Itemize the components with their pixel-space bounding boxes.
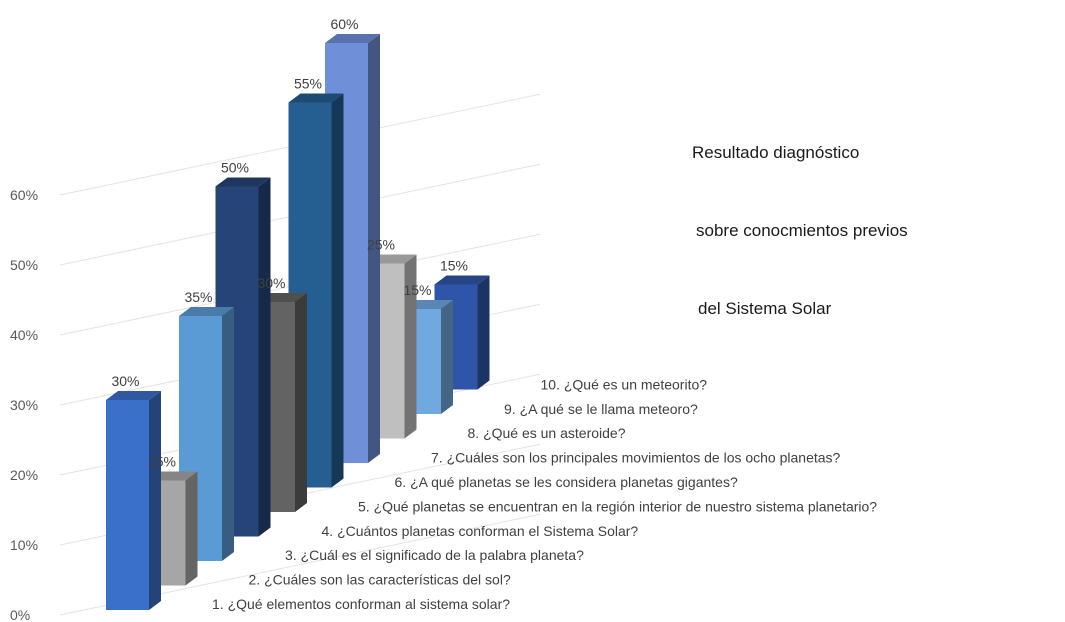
y-tick-label: 50%: [10, 257, 38, 273]
y-axis-ticks: 0% 10% 20% 30% 40% 50% 60%: [10, 187, 38, 622]
y-tick-label: 10%: [10, 537, 38, 553]
y-tick-label: 0%: [10, 607, 30, 622]
category-label: 9. ¿A qué se le llama meteoro?: [504, 401, 698, 417]
value-label: 15%: [148, 454, 176, 470]
bar-side: [404, 254, 417, 439]
bar-front: [106, 400, 149, 610]
value-label: 55%: [294, 76, 322, 92]
value-labels: 30% 15% 35% 50% 30% 55% 60% 25% 15% 15%: [111, 16, 468, 470]
bar-side: [295, 293, 307, 512]
bar: [179, 307, 234, 561]
bar-top: [434, 275, 490, 285]
bar-top: [106, 391, 161, 400]
bar-side: [477, 275, 490, 390]
chart-title-line: sobre conocmientos previos: [696, 221, 908, 240]
category-label: 6. ¿A qué planetas se les considera plan…: [395, 474, 738, 490]
bar-top: [179, 307, 234, 316]
bar-side: [222, 307, 234, 561]
value-label: 30%: [257, 275, 285, 291]
chart-title-line: Resultado diagnóstico: [692, 143, 860, 162]
bar-side: [331, 93, 344, 488]
bar-top: [215, 177, 271, 187]
category-label: 7. ¿Cuáles son los principales movimient…: [431, 450, 841, 466]
y-tick-label: 30%: [10, 397, 38, 413]
category-label: 4. ¿Cuántos planetas conforman el Sistem…: [322, 523, 639, 539]
bar-top: [325, 34, 380, 43]
value-label: 15%: [440, 258, 468, 274]
category-label: 3. ¿Cuál es el significado de la palabra…: [285, 547, 584, 563]
category-labels: 1. ¿Qué elementos conforman al sistema s…: [212, 376, 877, 612]
bar-top: [288, 93, 344, 103]
bar-side: [149, 391, 161, 610]
bar-side: [185, 471, 198, 586]
y-tick-label: 40%: [10, 327, 38, 343]
bar-side: [258, 177, 271, 537]
bars: [106, 34, 490, 610]
chart-title: Resultado diagnóstico sobre conocmientos…: [692, 88, 908, 348]
value-label: 25%: [367, 237, 395, 253]
bar: [106, 391, 161, 610]
category-label: 8. ¿Qué es un asteroide?: [468, 425, 626, 441]
y-tick-label: 60%: [10, 187, 38, 203]
value-label: 35%: [184, 289, 212, 305]
bar-side: [368, 34, 380, 463]
chart-title-line: del Sistema Solar: [698, 299, 832, 318]
y-tick-label: 20%: [10, 467, 38, 483]
value-label: 30%: [111, 373, 139, 389]
bar-side: [441, 300, 453, 414]
category-label: 10. ¿Qué es un meteorito?: [541, 376, 708, 392]
category-label: 1. ¿Qué elementos conforman al sistema s…: [212, 596, 510, 612]
category-label: 2. ¿Cuáles son las características del s…: [249, 572, 511, 588]
category-label: 5. ¿Qué planetas se encuentran en la reg…: [358, 498, 877, 514]
value-label: 60%: [330, 16, 358, 32]
value-label: 15%: [403, 282, 431, 298]
value-label: 50%: [221, 160, 249, 176]
